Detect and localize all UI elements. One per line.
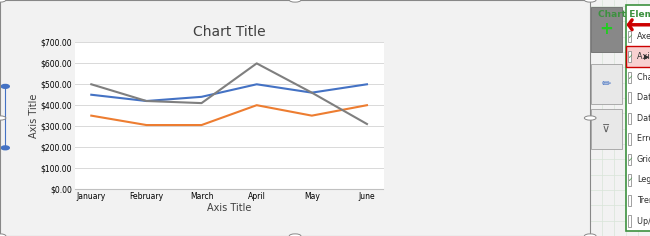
Text: ✓: ✓	[627, 34, 632, 39]
Title: Chart Title: Chart Title	[193, 25, 265, 38]
Text: Trendline: Trendline	[637, 196, 650, 205]
Text: ✓: ✓	[627, 54, 632, 59]
Text: Chart Elements: Chart Elements	[598, 10, 650, 19]
Y-axis label: Axis Title: Axis Title	[29, 93, 39, 138]
Bar	[629, 174, 631, 185]
Text: Legend: Legend	[637, 175, 650, 185]
Text: ✓: ✓	[627, 75, 632, 80]
Bar	[629, 113, 631, 124]
Text: ▶: ▶	[644, 54, 649, 60]
Bar	[629, 51, 631, 62]
Bar	[629, 92, 631, 103]
Text: Chart Title: Chart Title	[637, 73, 650, 82]
Text: ⊽: ⊽	[603, 124, 610, 134]
X-axis label: Axis Title: Axis Title	[207, 203, 252, 213]
Circle shape	[1, 84, 9, 88]
Bar	[629, 31, 631, 42]
Text: ✓: ✓	[627, 177, 632, 182]
Text: ✏: ✏	[602, 79, 611, 89]
FancyBboxPatch shape	[626, 5, 650, 231]
Text: Up/Down Bars: Up/Down Bars	[637, 216, 650, 226]
Bar	[626, 46, 650, 67]
FancyBboxPatch shape	[591, 7, 622, 52]
Text: Data Table: Data Table	[637, 114, 650, 123]
Bar	[629, 215, 631, 227]
Text: ✓: ✓	[627, 157, 632, 162]
Text: Error Bars: Error Bars	[637, 134, 650, 143]
FancyBboxPatch shape	[591, 109, 622, 149]
Bar	[626, 46, 650, 67]
Text: Data Labels: Data Labels	[637, 93, 650, 102]
Text: Axes: Axes	[637, 32, 650, 41]
Bar	[629, 72, 631, 83]
Circle shape	[1, 146, 9, 150]
Text: Axis Titles: Axis Titles	[637, 52, 650, 61]
Text: Gridlines: Gridlines	[637, 155, 650, 164]
Bar	[629, 133, 631, 144]
Bar	[629, 195, 631, 206]
Bar	[629, 154, 631, 165]
FancyBboxPatch shape	[591, 64, 622, 104]
Text: +: +	[599, 21, 614, 38]
